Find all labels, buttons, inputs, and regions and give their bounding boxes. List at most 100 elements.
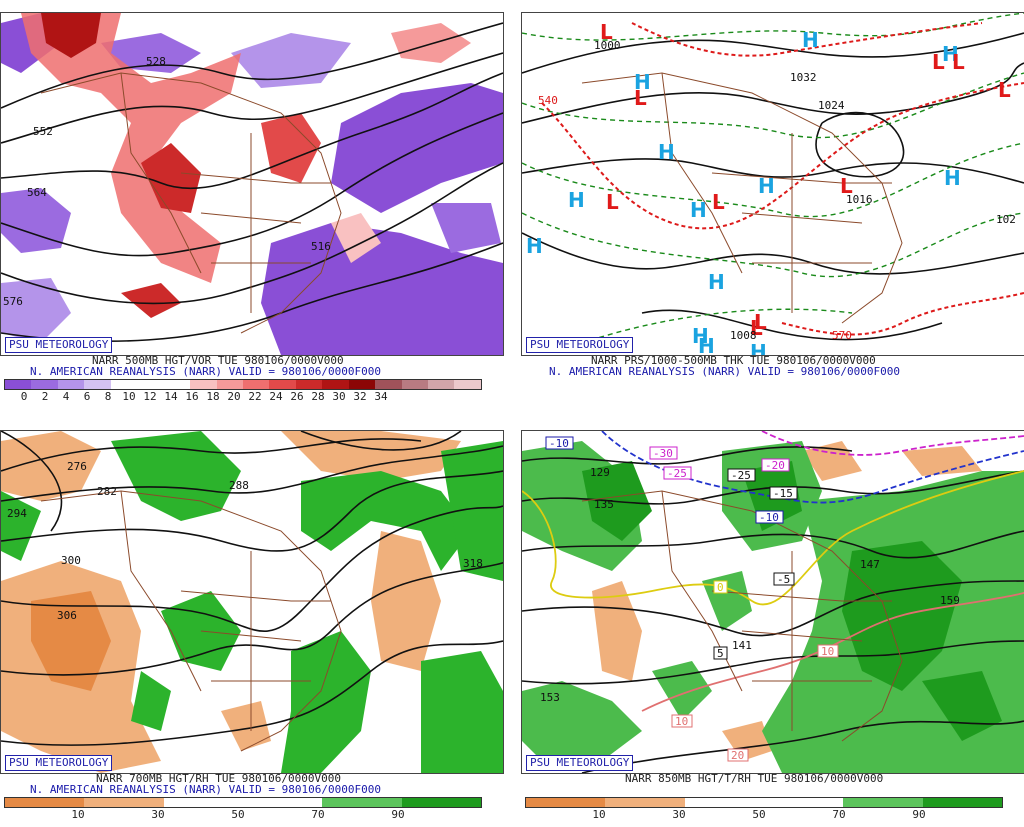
contour-label: 294: [7, 507, 27, 520]
legend-color-swatch: [322, 380, 349, 389]
map-subtitle: N. AMERICAN REANALYSIS (NARR) VALID = 98…: [30, 365, 381, 378]
temperature-label-box: [769, 486, 798, 500]
temperature-label-box: [663, 466, 692, 480]
temperature-label: -10: [759, 511, 779, 524]
thickness-label: 540: [538, 94, 558, 107]
credit-label: PSU METEOROLOGY: [5, 337, 113, 353]
temperature-label: 20: [731, 749, 744, 762]
legend-color-swatch: [428, 380, 455, 389]
temperature-label: -25: [667, 467, 687, 480]
temperature-label-box: [761, 458, 790, 472]
high-pressure-marker: H: [634, 70, 651, 94]
high-pressure-marker: H: [750, 340, 767, 355]
map-title: NARR 850MB HGT/T/RH TUE 980106/0000V000: [625, 772, 884, 785]
low-pressure-marker: L: [840, 174, 853, 198]
low-pressure-marker: L: [750, 316, 763, 340]
contour-label: 159: [940, 594, 960, 607]
legend-color-swatch: [5, 380, 32, 389]
legend-color-swatch: [57, 380, 85, 389]
color-legend-bar: [4, 797, 482, 808]
temperature-label: -20: [765, 459, 785, 472]
contour-label: 528: [146, 55, 166, 68]
contour-label: 1024: [818, 99, 845, 112]
legend-tick-label: 12: [143, 390, 157, 403]
temperature-label: 5: [717, 647, 724, 660]
legend-color-swatch: [242, 380, 270, 389]
legend-tick-label: 70: [311, 808, 325, 821]
legend-tick-label: 16: [185, 390, 199, 403]
color-legend-ticks: 10 30 50 70 90: [521, 808, 1024, 822]
legend-color-swatch: [269, 380, 296, 389]
legend-color-swatch: [401, 798, 481, 807]
legend-tick-label: 20: [227, 390, 241, 403]
high-pressure-marker: H: [802, 28, 819, 52]
legend-tick-label: 30: [151, 808, 165, 821]
temperature-label-box: [727, 748, 749, 762]
legend-tick-label: 50: [231, 808, 245, 821]
temperature-label-box: [545, 436, 574, 450]
contour-label: 147: [860, 558, 880, 571]
contour-label: 129: [590, 466, 610, 479]
legend-tick-label: 70: [832, 808, 846, 821]
temperature-label: 10: [821, 645, 834, 658]
temperature-label-box: [727, 468, 756, 482]
legend-color-swatch: [242, 798, 323, 807]
temperature-label: 10: [675, 715, 688, 728]
low-pressure-marker: L: [998, 78, 1011, 102]
temperature-label: -15: [773, 487, 793, 500]
legend-color-swatch: [84, 798, 164, 807]
legend-color-swatch: [295, 380, 323, 389]
map-850mb-temp-rh: 129 135 141 147 153 159 -10 -30 -25 -20 -25 -…: [521, 430, 1024, 774]
low-pressure-marker: L: [600, 20, 613, 44]
temperature-label-box: [773, 572, 795, 586]
contour-label: 306: [57, 609, 77, 622]
legend-color-swatch: [526, 798, 606, 807]
credit-label: PSU METEOROLOGY: [5, 755, 113, 771]
legend-color-swatch: [454, 380, 481, 389]
temperature-label-box: [817, 644, 839, 658]
high-pressure-marker: H: [942, 42, 959, 66]
temperature-label-box: [671, 714, 693, 728]
panel-500mb-vorticity: 552 564 528 516 576 PSU METEOROLOGY NARR…: [0, 0, 512, 409]
legend-color-swatch: [137, 380, 164, 389]
high-pressure-marker: H: [658, 140, 675, 164]
legend-tick-label: 26: [290, 390, 304, 403]
contour-label: 135: [594, 498, 614, 511]
contour-label: 1000: [594, 39, 621, 52]
map-700mb-rh: 276 282 288 294 300 306 318 PSU METEOROL…: [0, 430, 504, 774]
high-pressure-marker: H: [698, 334, 715, 355]
map-title: NARR 500MB HGT/VOR TUE 980106/0000V000: [92, 354, 344, 367]
high-pressure-marker: H: [692, 324, 709, 348]
contour-label: 564: [27, 186, 47, 199]
temperature-label-box: [649, 446, 678, 460]
legend-tick-label: 90: [391, 808, 405, 821]
legend-color-swatch: [163, 380, 191, 389]
map-subtitle: N. AMERICAN REANALYSIS (NARR) VALID = 98…: [30, 783, 381, 796]
temperature-label-box: [713, 646, 728, 660]
legend-tick-label: 2: [41, 390, 49, 403]
contour-label: 516: [311, 240, 331, 253]
contour-label: 102: [996, 213, 1016, 226]
map-500mb-vorticity: 552 564 528 516 576 PSU METEOROLOGY: [0, 12, 504, 356]
legend-color-swatch: [375, 380, 402, 389]
map-title: NARR 700MB HGT/RH TUE 980106/0000V000: [96, 772, 342, 785]
low-pressure-marker: L: [754, 310, 767, 334]
low-pressure-marker: L: [634, 86, 647, 110]
high-pressure-marker: H: [568, 188, 585, 212]
legend-tick-label: 18: [206, 390, 220, 403]
rh850-map-graphic: 129 135 141 147 153 159 -10 -30 -25 -20 -25 -…: [522, 431, 1024, 773]
contour-label: 288: [229, 479, 249, 492]
temperature-label: -30: [653, 447, 673, 460]
legend-tick-label: 34: [374, 390, 388, 403]
legend-color-swatch: [5, 798, 85, 807]
legend-tick-label: 10: [71, 808, 85, 821]
low-pressure-marker: L: [712, 190, 725, 214]
contour-label: 300: [61, 554, 81, 567]
legend-tick-label: 28: [311, 390, 325, 403]
legend-tick-label: 30: [672, 808, 686, 821]
legend-tick-label: 24: [269, 390, 283, 403]
color-legend-ticks: 0 2 4 6 8 10 12 14 16 18 20 22 24 26 28 30 32 34: [0, 390, 512, 404]
contour-label: 282: [97, 485, 117, 498]
contour-label: 1032: [790, 71, 817, 84]
